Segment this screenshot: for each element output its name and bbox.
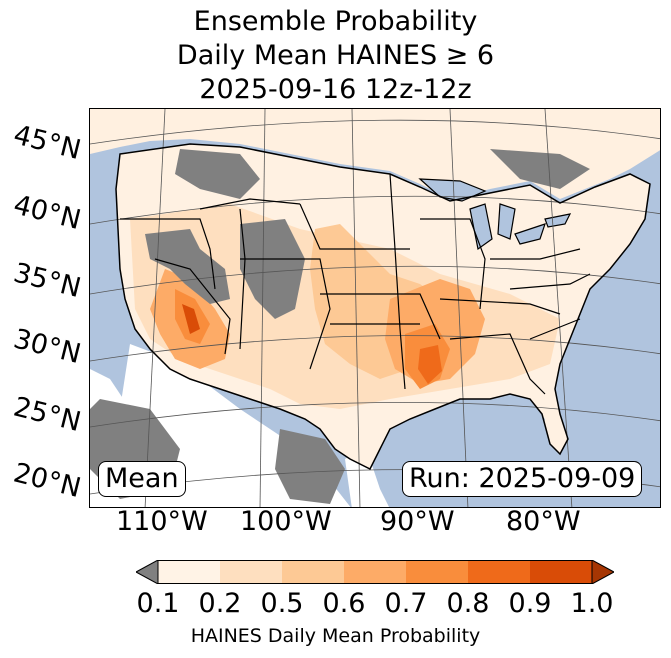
colorbar-tick-label: 0.9: [508, 588, 552, 619]
colorbar-segment: [220, 560, 282, 584]
lon-label-110: 110°W: [116, 506, 208, 537]
mean-label: Mean: [105, 463, 179, 494]
lon-label-80: 80°W: [506, 506, 581, 537]
map-panel: Mean Run: 2025-09-09: [89, 108, 661, 508]
gray-patch-mexico-east: [275, 429, 345, 504]
lon-label-100: 100°W: [240, 506, 332, 537]
colorbar-under-arrow: [136, 560, 159, 584]
title-line-3: 2025-09-16 12z-12z: [199, 74, 472, 105]
colorbar: [136, 560, 614, 584]
colorbar-segment: [344, 560, 406, 584]
colorbar-tick-label: 0.1: [136, 588, 180, 619]
run-label: Run: 2025-09-09: [409, 463, 636, 494]
colorbar-tick-label: 0.6: [322, 588, 366, 619]
lat-label-35: 35°N: [10, 257, 84, 305]
run-label-box: Run: 2025-09-09: [402, 461, 643, 497]
colorbar-tick-label: 0.2: [198, 588, 242, 619]
colorbar-tick-label: 0.7: [384, 588, 428, 619]
colorbar-tick-label: 1.0: [570, 588, 614, 619]
gray-patch-northeast: [490, 149, 590, 189]
colorbar-tick-label: 0.8: [446, 588, 490, 619]
colorbar-segment: [158, 560, 220, 584]
colorbar-label: HAINES Daily Mean Probability: [190, 625, 481, 647]
mean-label-box: Mean: [98, 461, 186, 497]
title-line-1: Ensemble Probability: [193, 6, 478, 37]
lat-label-40: 40°N: [10, 189, 84, 237]
map-canvas: [90, 109, 660, 507]
lon-label-90: 90°W: [380, 506, 455, 537]
state-borders: [120, 173, 591, 395]
lat-label-20: 20°N: [10, 457, 84, 505]
colorbar-segment: [406, 560, 468, 584]
graticule: [90, 109, 660, 507]
lat-label-25: 25°N: [10, 391, 84, 439]
mexico-east: [345, 449, 389, 507]
title-line-2: Daily Mean HAINES ≥ 6: [176, 40, 495, 71]
prob-peak-south: [418, 345, 442, 384]
gray-patch-north: [175, 149, 260, 199]
lat-label-30: 30°N: [10, 323, 84, 371]
colorbar-segment: [468, 560, 530, 584]
colorbar-over-arrow: [591, 560, 614, 584]
prob-southwest-core: [182, 304, 200, 334]
gray-patch-mountain: [240, 219, 305, 319]
colorbar-tick-label: 0.5: [260, 588, 304, 619]
lat-label-45: 45°N: [10, 119, 84, 167]
colorbar-segments: [158, 560, 592, 584]
colorbar-segment: [282, 560, 344, 584]
colorbar-segment: [530, 560, 592, 584]
gray-patch-west: [145, 229, 230, 304]
us-outline: [115, 143, 651, 471]
